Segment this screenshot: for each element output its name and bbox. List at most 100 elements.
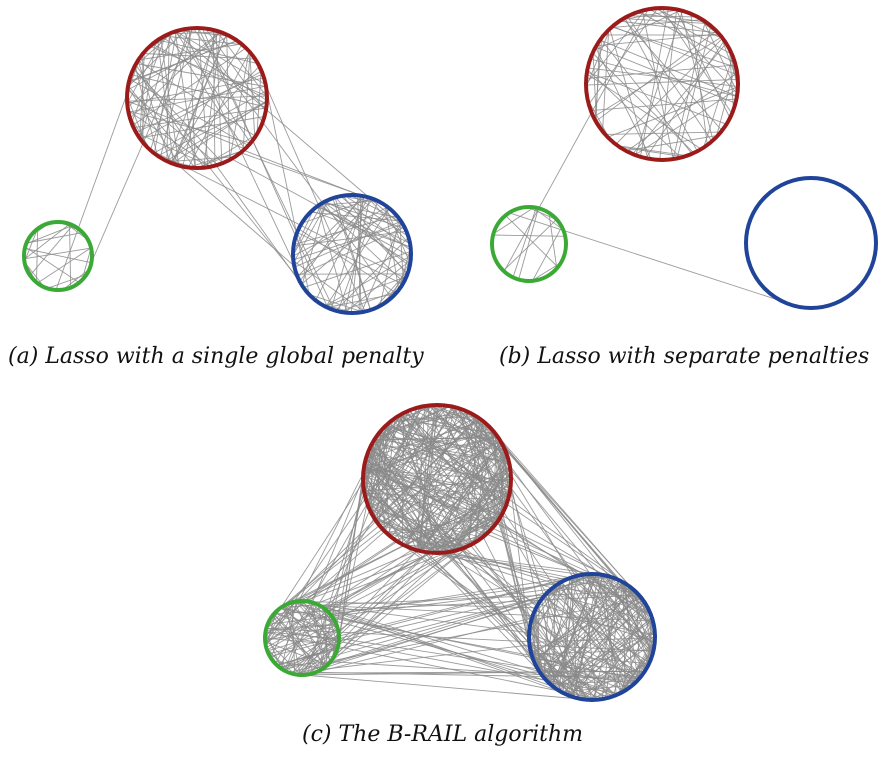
red-cluster-circle [361,403,513,555]
edge-within-red [134,65,158,156]
edge-within-blue [569,606,648,697]
edge-between-red-blue [363,483,641,598]
edge-within-red [638,11,736,64]
edge-within-blue [334,197,372,311]
edge-within-red [188,28,196,169]
edge-within-blue [571,577,635,685]
edge-within-red [680,10,714,141]
edge-within-red [249,52,256,138]
edge-within-red [215,30,268,98]
edge-within-green [503,219,557,272]
edge-between-red-green [318,440,375,671]
blue-cluster-circle [291,193,413,315]
edge-between-green-blue [332,616,639,680]
edge-within-red [587,69,682,158]
edge-within-red [135,132,212,168]
edge-within-blue [324,255,412,307]
edge-between-red-green [332,473,512,659]
edge-between-green-blue [266,627,619,695]
edge-between-red-blue [428,552,638,594]
edge-within-red [645,40,725,159]
edge-between-red-blue [197,27,335,311]
edge-between-red-blue [252,55,366,312]
edge-within-green [24,247,92,260]
edge-within-red [205,28,267,112]
caption-panel-a: (a) Lasso with a single global penalty [8,344,424,369]
edge-between-red-blue [470,413,653,657]
edge-within-red [617,145,688,157]
edge-within-green [311,602,327,667]
edge-within-red [367,418,394,505]
edge-within-red [172,34,227,165]
edge-within-red [376,430,382,523]
edge-within-green [293,625,338,675]
edge-between-red-blue [509,487,576,698]
edge-between-red-blue [474,415,574,578]
edge-within-red [133,107,267,129]
edge-within-blue [308,293,364,313]
edge-between-red-green [325,514,502,610]
edge-within-blue [534,661,641,678]
edge-between-red-blue [369,448,651,614]
panel-b-graph [490,6,878,310]
edge-within-red [187,150,244,168]
edge-within-blue [390,258,412,299]
edge-within-green [265,625,338,641]
edge-within-red [661,7,733,114]
edge-between-red-green [265,409,411,632]
edge-within-red [654,7,724,40]
edge-within-green [47,274,87,289]
edge-within-green [37,247,92,284]
edge-within-blue [317,205,348,313]
edge-within-red [363,469,403,545]
edge-between-red-green [297,416,478,602]
edge-within-red [729,49,734,110]
edge-between-green-blue [338,592,548,642]
edge-between-red-blue [501,514,605,576]
edge-between-green-blue [330,661,638,682]
edge-within-red [594,37,603,120]
edge-within-red [174,31,196,169]
edge-between-red-blue [510,486,530,636]
edge-within-red [635,12,707,23]
edge-within-red [624,17,698,152]
edge-within-red [140,70,262,140]
edge-within-red [133,68,223,164]
edge-within-green [493,207,535,235]
edge-between-red-blue [231,158,412,257]
edge-between-green-blue [281,606,543,676]
edge-within-blue [379,218,400,307]
edge-within-red [126,100,246,150]
edge-within-red [590,98,737,112]
edge-within-blue [318,200,378,206]
edge-within-green [531,262,562,282]
edge-between-red-green [270,550,456,659]
edge-between-red-blue [502,444,618,580]
edge-within-red [611,26,737,68]
edge-between-red-blue [368,507,643,676]
edge-within-red [368,433,496,452]
edge-within-red [607,86,739,138]
edge-within-blue [332,198,371,311]
edge-between-green-blue [330,583,559,615]
edge-between-green-blue [265,631,602,700]
edge-between-red-green [503,8,649,272]
edge-within-blue [543,590,550,678]
edge-within-blue [532,658,645,672]
edge-between-red-green [279,430,494,610]
panel-c-graph [263,403,657,702]
edge-between-red-blue [458,549,561,583]
edge-within-red [590,58,738,97]
edge-within-red [418,404,440,551]
edge-within-blue [324,201,411,244]
edge-within-red [690,13,708,146]
edge-within-green [62,268,90,290]
edge-within-green [505,215,559,268]
edge-within-red [381,412,471,431]
edge-within-red [612,25,738,76]
edge-within-blue [367,196,411,246]
edge-between-red-green [304,531,489,602]
edge-within-red [619,20,719,34]
edge-within-red [595,46,736,104]
edge-between-red-blue [264,80,310,295]
